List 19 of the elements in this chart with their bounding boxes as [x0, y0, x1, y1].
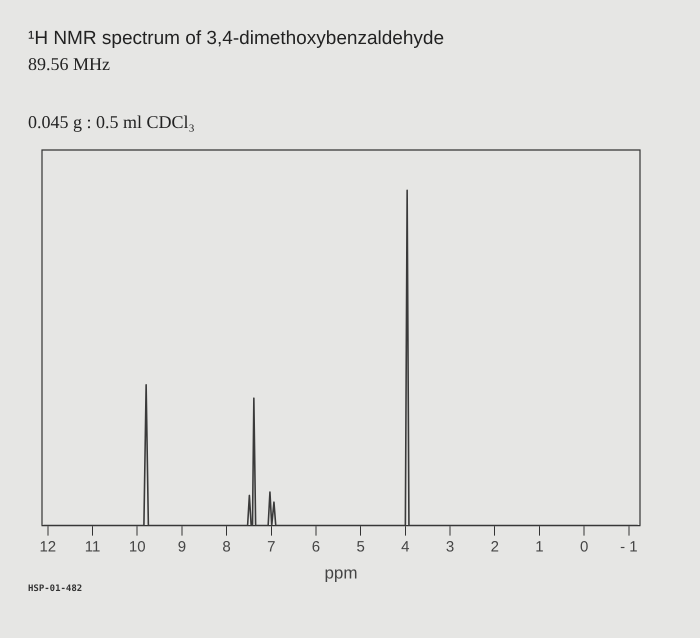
x-tick-label: 3: [446, 538, 454, 556]
x-tick-label: 9: [178, 538, 186, 556]
x-tick-label: - 1: [620, 538, 638, 556]
x-tick-label: 11: [84, 538, 100, 556]
text: HSP-01-482: [28, 584, 82, 594]
x-tick-label: 8: [222, 538, 231, 556]
x-tick-label: 12: [39, 538, 56, 556]
text: 0.045 g : 0.5 ml CDCl₃: [28, 112, 195, 133]
x-tick-label: 6: [312, 538, 320, 556]
x-tick-label: 7: [267, 538, 276, 556]
x-tick-label: 1: [535, 538, 544, 556]
x-tick-label: 4: [401, 538, 410, 556]
x-tick-label: 10: [128, 538, 146, 556]
chart-title: ¹H NMR spectrum of 3,4-dimethoxybenzaldehyde: [28, 28, 444, 50]
x-axis-title: ppm: [324, 563, 358, 582]
x-tick-label: 2: [490, 538, 499, 556]
x-tick-label: 0: [580, 538, 588, 556]
x-tick-label: 5: [356, 538, 365, 556]
chart-subtitle: 89.56 MHz: [28, 54, 110, 75]
